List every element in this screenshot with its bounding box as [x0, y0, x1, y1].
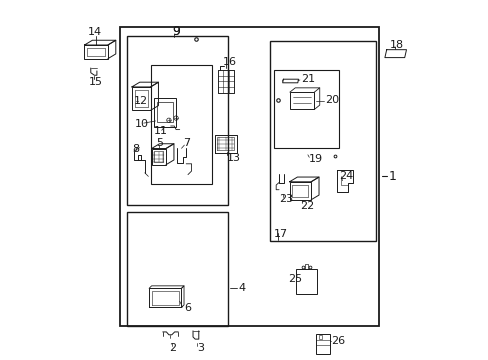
Text: 6: 6	[184, 303, 191, 313]
Bar	[120, 27, 379, 326]
Text: 9: 9	[171, 25, 179, 38]
Text: 7: 7	[183, 138, 190, 148]
Bar	[157, 102, 173, 122]
Text: 19: 19	[309, 154, 323, 164]
Bar	[154, 98, 176, 127]
Bar	[151, 65, 212, 184]
Bar	[289, 92, 314, 109]
Text: 22: 22	[299, 201, 314, 211]
Text: 3: 3	[197, 343, 203, 354]
Bar	[296, 269, 316, 294]
Text: 8: 8	[132, 144, 139, 154]
Bar	[151, 148, 166, 165]
Bar	[84, 45, 108, 59]
Bar	[315, 334, 329, 354]
Bar	[269, 41, 375, 241]
Bar	[132, 87, 150, 110]
Bar	[289, 182, 310, 200]
Text: 25: 25	[288, 274, 302, 284]
Text: 5: 5	[156, 138, 163, 148]
Text: 10: 10	[134, 119, 148, 129]
Text: 14: 14	[88, 27, 102, 37]
Bar	[273, 70, 338, 148]
Text: 11: 11	[153, 126, 167, 136]
Bar	[318, 335, 321, 339]
Text: 16: 16	[223, 57, 236, 67]
Text: 21: 21	[300, 74, 314, 84]
Text: 26: 26	[331, 336, 345, 346]
Bar	[218, 70, 233, 93]
Bar	[127, 36, 228, 205]
Bar	[127, 212, 228, 326]
Text: 1: 1	[387, 170, 396, 183]
Text: 9: 9	[171, 25, 179, 38]
Text: 4: 4	[238, 283, 244, 293]
Text: 18: 18	[389, 40, 404, 50]
Text: 23: 23	[278, 194, 292, 204]
Text: 17: 17	[273, 229, 287, 239]
Text: 2: 2	[169, 343, 176, 354]
Text: 15: 15	[89, 77, 103, 87]
Text: 13: 13	[226, 153, 240, 163]
Text: 20: 20	[325, 95, 339, 105]
Text: 24: 24	[338, 171, 352, 181]
Text: 12: 12	[133, 96, 147, 106]
